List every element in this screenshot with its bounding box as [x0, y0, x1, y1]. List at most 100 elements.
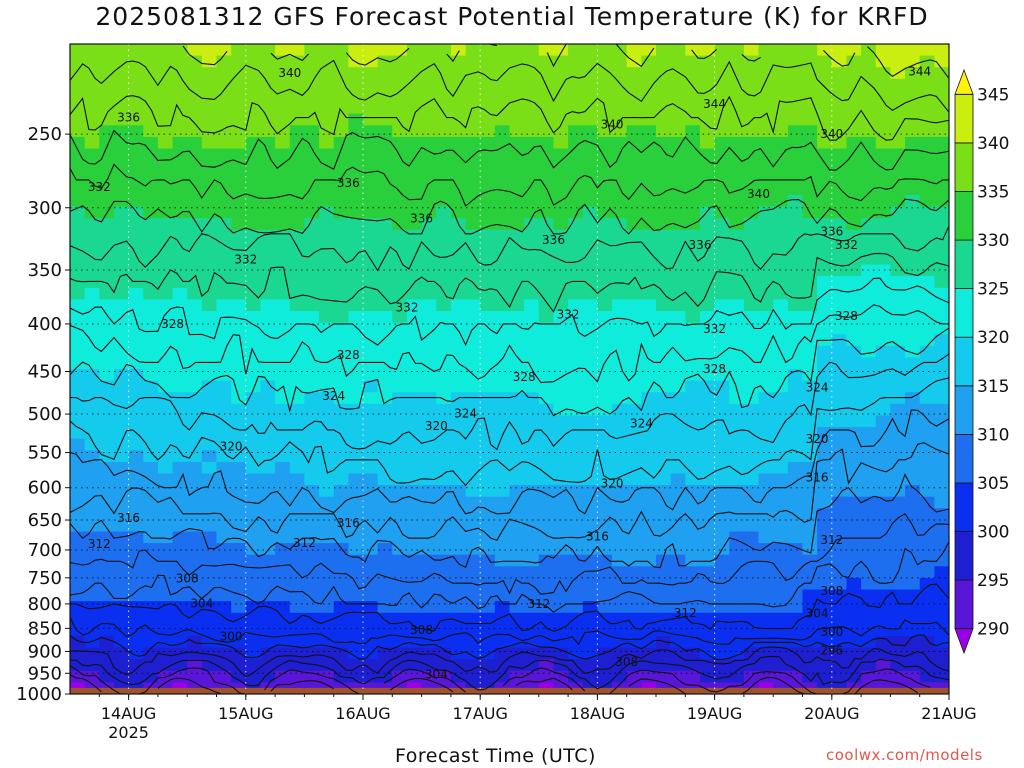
field-cell [450, 276, 467, 289]
field-cell [538, 519, 555, 533]
field-cell [465, 519, 481, 533]
field-cell [392, 369, 408, 382]
field-cell [260, 612, 276, 625]
field-cell [363, 113, 379, 126]
field-cell [84, 194, 100, 208]
field-cell [743, 44, 760, 57]
field-cell [773, 670, 789, 683]
field-cell [392, 670, 408, 683]
field-cell [84, 125, 100, 138]
field-cell [875, 229, 891, 242]
field-cell [934, 78, 949, 91]
contour-label: 300 [220, 629, 243, 643]
field-cell [494, 403, 511, 416]
field-cell [304, 102, 320, 115]
field-cell [275, 125, 291, 138]
field-cell [773, 438, 789, 451]
field-cell [319, 113, 335, 126]
field-cell [392, 403, 408, 416]
field-cell [289, 171, 305, 184]
field-cell [84, 44, 100, 57]
field-cell [861, 78, 877, 91]
field-cell [84, 90, 100, 103]
y-tick-label: 300 [28, 198, 62, 219]
y-tick-label: 800 [28, 594, 62, 615]
field-cell [597, 380, 613, 393]
field-cell [656, 78, 672, 91]
field-cell [773, 612, 789, 625]
field-cell [641, 577, 657, 591]
field-cell [656, 160, 672, 173]
field-cell [421, 55, 437, 68]
field-cell [743, 624, 760, 637]
field-cell [568, 589, 584, 602]
field-cell [157, 508, 174, 521]
field-cell [758, 659, 774, 672]
field-cell [743, 392, 760, 405]
field-cell [143, 554, 159, 567]
field-cell [905, 78, 921, 91]
field-cell [524, 78, 540, 91]
field-cell [436, 473, 452, 486]
field-cell [363, 392, 379, 405]
field-cell [743, 543, 760, 556]
field-cell [480, 369, 496, 382]
field-cell [128, 589, 144, 602]
contour-label: 324 [322, 389, 345, 403]
y-tick-label: 250 [28, 124, 62, 145]
field-cell [524, 241, 540, 254]
field-cell [187, 566, 203, 579]
field-cell [890, 636, 906, 649]
field-cell [216, 566, 232, 579]
field-cell [128, 171, 144, 184]
field-cell [99, 508, 115, 521]
field-cell [773, 136, 789, 150]
field-cell [802, 485, 818, 498]
field-cell [641, 113, 657, 126]
field-cell [201, 136, 218, 150]
field-cell [348, 218, 364, 231]
field-cell [304, 90, 320, 103]
field-cell [670, 554, 686, 567]
field-cell [99, 519, 115, 533]
field-cell [919, 311, 935, 324]
field-cell [348, 624, 364, 637]
x-tick-label: 16AUG [335, 704, 390, 723]
field-cell [861, 438, 877, 451]
field-cell [875, 403, 891, 416]
x-tick-label: 15AUG [218, 704, 273, 723]
field-cell [905, 624, 921, 637]
field-cell [275, 647, 291, 660]
field-cell [817, 78, 833, 91]
field-cell [787, 113, 804, 126]
field-cell [436, 241, 452, 254]
field-cell [231, 136, 247, 150]
field-cell [494, 647, 511, 660]
field-cell [582, 78, 598, 91]
field-cell [157, 334, 174, 347]
field-cell [348, 357, 364, 370]
field-cell [143, 67, 159, 80]
field-cell [289, 403, 305, 416]
field-cell [758, 392, 774, 405]
field-cell [392, 206, 408, 219]
field-cell [524, 334, 540, 347]
field-cell [861, 171, 877, 184]
field-cell [392, 589, 408, 602]
field-cell [114, 403, 130, 416]
y-tick-label: 550 [28, 443, 62, 464]
field-cell [333, 601, 349, 614]
field-cell [231, 415, 247, 428]
field-cell [524, 531, 540, 544]
field-cell [524, 136, 540, 150]
field-cell [905, 113, 921, 126]
field-cell [289, 334, 305, 347]
field-cell [524, 206, 540, 219]
field-cell [582, 148, 598, 161]
field-cell [260, 554, 276, 567]
field-cell [538, 543, 555, 556]
field-cell [406, 241, 423, 254]
field-cell [275, 670, 291, 683]
field-cell [333, 624, 349, 637]
field-cell [934, 276, 949, 289]
